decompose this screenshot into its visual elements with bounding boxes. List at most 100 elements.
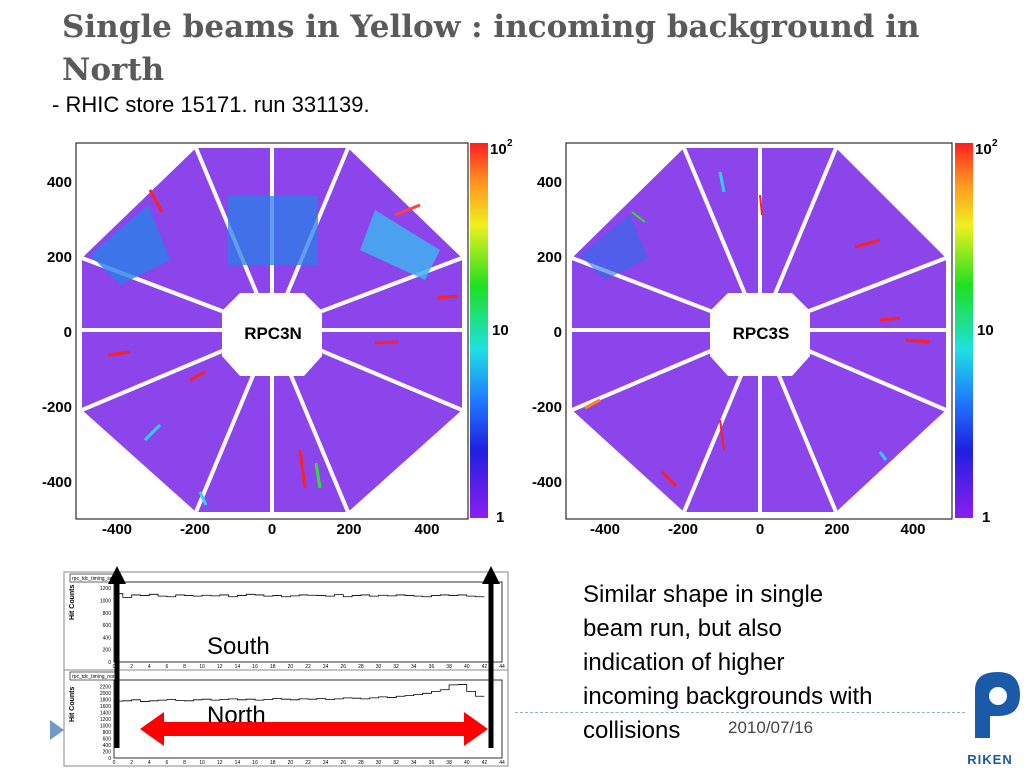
rpc3n-label: RPC3N — [244, 324, 302, 343]
riken-logo-mark — [975, 672, 1020, 738]
left-black-arrow-head — [108, 566, 126, 584]
south-hist-xtick: 36 — [429, 664, 435, 670]
south-histogram: rpc_tdc_timing_so Hit Counts 1200 1000 800… — [63, 571, 509, 671]
south-hist-xtick: 14 — [235, 664, 241, 670]
rpc3n-zmid: 10 — [492, 322, 509, 339]
rpc3s-ytick: -200 — [532, 399, 562, 416]
north-hist-ytick: 600 — [103, 737, 112, 743]
south-hist-xtick: 40 — [464, 664, 470, 670]
north-hist-ytick: 400 — [103, 743, 112, 749]
north-hist-xtick: 36 — [429, 760, 435, 766]
rpc3s-zmin: 1 — [982, 509, 990, 526]
north-hist-xtick: 10 — [199, 760, 205, 766]
rpc3n-ytick: -400 — [42, 474, 72, 491]
south-hist-xtick: 12 — [217, 664, 223, 670]
rpc3n-x-ticks: -400 -200 0 200 400 — [102, 521, 440, 538]
north-hist-xtick: 8 — [183, 760, 186, 766]
south-hist-ytick: 400 — [103, 635, 112, 641]
north-histogram: rpc_tdc_timing_nor Hit Counts 2200200018… — [63, 669, 509, 767]
south-hist-xtick: 34 — [411, 664, 417, 670]
rpc3n-zmax: 10 — [490, 141, 507, 158]
south-hist-x-ticks: 0 2 4 6 8 10 12 14 16 18 20 22 24 26 28 30 32 34 36 38 40 42 4… — [113, 664, 505, 670]
north-hist-ytick: 1800 — [100, 698, 111, 704]
south-hist-xtick: 20 — [288, 664, 294, 670]
north-hist-xtick: 44 — [499, 760, 505, 766]
north-hist-xtick: 26 — [340, 760, 346, 766]
right-black-arrow-head — [482, 566, 500, 584]
south-hist-xtick: 28 — [358, 664, 364, 670]
north-hist-xtick: 40 — [464, 760, 470, 766]
north-hist-xtick: 12 — [217, 760, 223, 766]
north-hist-xtick: 18 — [270, 760, 276, 766]
slide-title: Single beams in Yellow : incoming backgr… — [62, 9, 920, 88]
south-hist-ytick: 200 — [103, 648, 112, 654]
south-hist-header: rpc_tdc_timing_so — [72, 576, 113, 582]
rpc3s-color-scale — [955, 143, 973, 518]
north-hist-xtick: 4 — [148, 760, 151, 766]
south-hist-xtick: 18 — [270, 664, 276, 670]
rpc3s-y-ticks: 400 200 0 -200 -400 — [532, 174, 562, 491]
south-hist-y-ticks: 1200 1000 800 600 400 200 0 — [100, 586, 111, 666]
north-hist-xtick: 6 — [166, 760, 169, 766]
north-hist-xtick: 0 — [113, 760, 116, 766]
south-hist-xtick: 26 — [340, 664, 346, 670]
rpc3n-y-ticks: 400 200 0 -200 -400 — [42, 174, 72, 491]
south-hist-xtick: 16 — [252, 664, 258, 670]
riken-logo: RIKEN — [967, 672, 1020, 767]
red-arrow-left-head — [140, 712, 164, 746]
south-overlay-label: South — [207, 633, 270, 660]
south-hist-xtick: 8 — [183, 664, 186, 670]
south-hist-ytick: 1200 — [100, 586, 111, 592]
rpc3n-xtick: 200 — [336, 521, 361, 538]
north-hist-axes — [113, 679, 503, 759]
north-hist-xtick: 22 — [305, 760, 311, 766]
rpc3n-color-scale — [470, 143, 488, 518]
rpc3s-xtick: 400 — [900, 521, 925, 538]
north-hist-xtick: 32 — [393, 760, 399, 766]
south-hist-xtick: 30 — [376, 664, 382, 670]
south-hist-xtick: 38 — [446, 664, 452, 670]
south-hist-ylabel: Hit Counts — [69, 585, 76, 620]
side-commentary: Similar shape in single beam run, but al… — [583, 581, 873, 744]
rpc3s-xtick: -400 — [590, 521, 620, 538]
south-hist-line — [114, 593, 485, 598]
north-hist-border — [63, 669, 509, 767]
south-hist-xtick: 6 — [166, 664, 169, 670]
rpc3n-xtick: -400 — [102, 521, 132, 538]
north-hist-y-ticks: 2200200018001600140012001000800600400200… — [100, 685, 111, 763]
footer-date: 2010/07/16 — [728, 718, 814, 737]
rpc3s-xtick: 200 — [824, 521, 849, 538]
north-hist-xtick: 28 — [358, 760, 364, 766]
north-hist-xtick: 42 — [482, 760, 488, 766]
rpc3s-xtick: 0 — [756, 521, 764, 538]
north-hist-xtick: 30 — [376, 760, 382, 766]
footer-divider — [515, 712, 965, 713]
rpc3s-zmid: 10 — [977, 322, 994, 339]
red-arrow-right-head — [464, 712, 488, 746]
south-hist-xtick: 42 — [482, 664, 488, 670]
south-hist-ytick: 800 — [103, 611, 112, 617]
rpc3s-x-ticks: -400 -200 0 200 400 — [590, 521, 926, 538]
north-hist-xtick: 16 — [252, 760, 258, 766]
rpc3s-xtick: -200 — [668, 521, 698, 538]
rpc3s-ytick: 0 — [554, 324, 562, 341]
south-hist-ytick: 600 — [103, 623, 112, 629]
rpc3n-plot: RPC3N -400 -200 0 200 400 400 200 0 -200… — [42, 138, 513, 538]
south-hist-ytick: 1000 — [100, 598, 111, 604]
north-hist-xtick: 24 — [323, 760, 329, 766]
rpc3s-ytick: 400 — [537, 174, 562, 191]
rpc3n-sector-gaps — [81, 147, 463, 513]
rpc3s-ytick: 200 — [537, 249, 562, 266]
rpc3n-ytick: 200 — [47, 249, 72, 266]
north-hist-ytick: 1200 — [100, 717, 111, 723]
north-hist-ytick: 800 — [103, 730, 112, 736]
south-hist-xtick: 10 — [199, 664, 205, 670]
north-hist-header: rpc_tdc_timing_nor — [72, 674, 115, 680]
slide-subtitle: - RHIC store 15171. run 331139. — [52, 92, 370, 117]
north-hist-ytick: 0 — [108, 756, 111, 762]
rpc3n-xtick: -200 — [180, 521, 210, 538]
south-hist-xtick: 32 — [393, 664, 399, 670]
north-hist-ytick: 2200 — [100, 685, 111, 691]
overlay-arrows — [108, 566, 500, 748]
